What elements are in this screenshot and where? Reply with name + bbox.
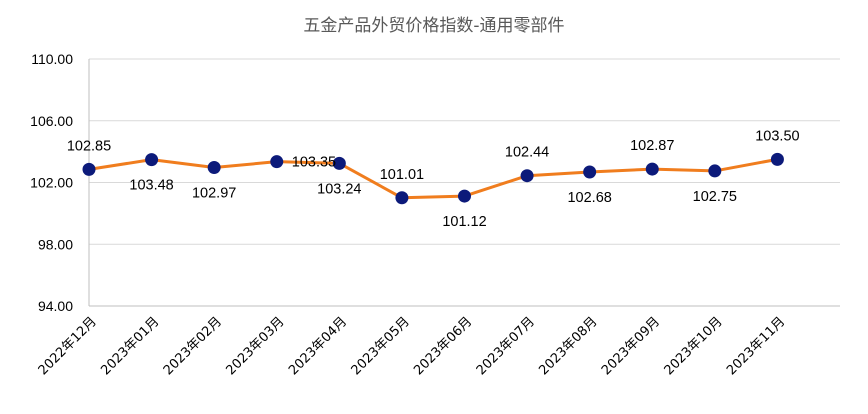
data-label: 102.68: [567, 190, 611, 206]
x-tick-label: 2023年10月: [662, 314, 726, 378]
y-tick-label: 110.00: [31, 51, 73, 67]
x-tick-label: 2023年06月: [411, 314, 475, 378]
data-labels: 102.85 103.48 102.97 103.35 103.24 101.01 101.…: [67, 128, 800, 230]
markers: [82, 152, 784, 205]
data-label: 101.12: [442, 214, 486, 230]
data-label: 103.35: [292, 155, 336, 171]
series-line-layer: [88, 157, 778, 200]
y-tick-label: 102.00: [30, 175, 73, 191]
x-tick-label: 2023年02月: [161, 314, 225, 378]
x-tick-label: 2023年08月: [536, 314, 600, 378]
data-point: [520, 169, 534, 183]
data-label: 101.01: [380, 167, 424, 183]
x-tick-label: 2023年01月: [98, 314, 162, 378]
x-tick-label: 2023年05月: [349, 314, 413, 378]
x-tick-label: 2023年11月: [724, 314, 788, 378]
data-label: 102.85: [67, 138, 111, 154]
y-tick-label: 94.00: [38, 298, 73, 314]
gridlines: [89, 58, 840, 307]
data-point: [145, 153, 159, 167]
y-tick-label: 98.00: [38, 236, 73, 252]
x-tick-labels: 2022年12月2023年01月2023年02月2023年03月2023年04月…: [36, 314, 789, 378]
x-tick-label: 2023年04月: [286, 314, 350, 378]
x-tick-label: 2023年09月: [599, 314, 663, 378]
data-label: 103.24: [317, 181, 361, 197]
data-point: [770, 152, 784, 166]
data-point: [207, 161, 221, 175]
x-tick-label: 2022年12月: [36, 314, 100, 378]
x-tick-label: 2023年03月: [223, 314, 287, 378]
series-line: [88, 157, 778, 200]
data-point: [645, 162, 659, 176]
y-tick-labels: 94.00 98.00 102.00 106.00 110.00: [30, 51, 73, 314]
y-tick-label: 106.00: [30, 113, 73, 129]
data-label: 102.75: [693, 189, 737, 205]
chart-title: 五金产品外贸价格指数-通用零部件: [303, 16, 564, 36]
data-point: [708, 164, 722, 178]
data-label: 102.44: [505, 145, 549, 161]
data-label: 103.50: [755, 128, 799, 144]
data-point: [583, 165, 597, 179]
data-point: [395, 191, 409, 205]
data-label: 102.97: [192, 186, 236, 202]
data-label: 103.48: [129, 178, 173, 194]
x-tick-label: 2023年07月: [474, 314, 538, 378]
data-label: 102.87: [630, 138, 674, 154]
data-point: [332, 156, 346, 170]
data-point: [270, 155, 284, 169]
data-point: [458, 189, 471, 203]
data-point: [82, 162, 96, 176]
